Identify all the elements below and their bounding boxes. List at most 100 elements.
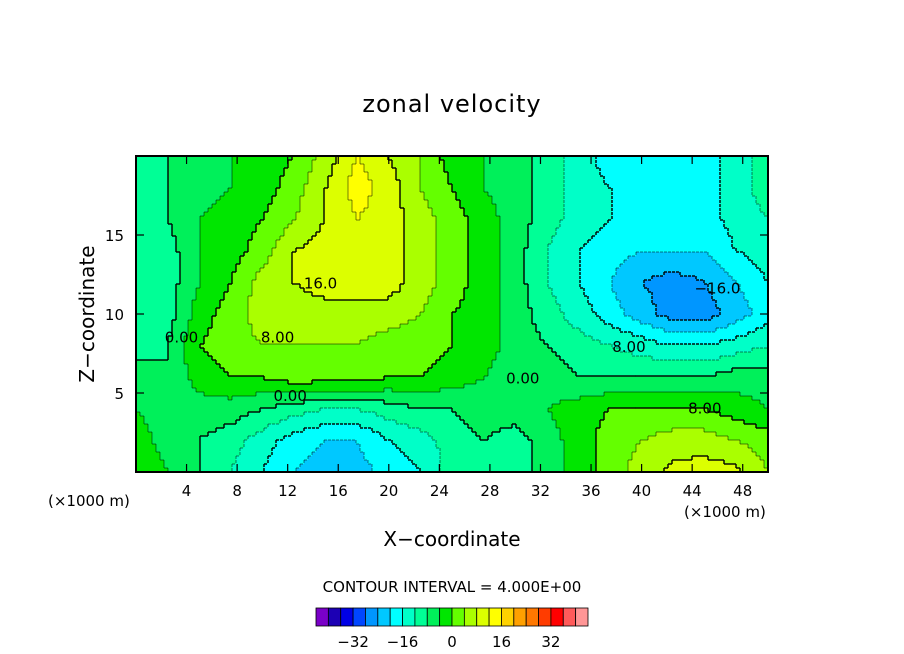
field-cell [676,236,681,241]
field-cell [248,260,253,265]
field-cell [188,276,193,281]
field-cell [336,276,341,281]
field-cell [224,272,229,277]
field-cell [368,216,373,221]
field-cell [312,228,317,233]
field-cell [144,276,149,281]
field-cell [756,236,761,241]
field-cell [544,236,549,241]
field-cell [340,168,345,173]
field-cell [344,184,349,189]
field-cell [424,244,429,249]
field-cell [544,200,549,205]
field-cell [508,220,513,225]
field-cell [300,276,305,281]
field-cell [308,168,313,173]
field-cell [220,204,225,209]
field-cell [640,188,645,193]
field-cell [392,268,397,273]
field-cell [204,168,209,173]
field-cell [440,160,445,165]
field-cell [280,208,285,213]
field-cell [344,196,349,201]
field-cell [144,208,149,213]
field-cell [240,156,245,161]
field-cell [552,236,557,241]
field-cell [572,172,577,177]
field-cell [380,216,385,221]
field-cell [516,272,521,277]
field-cell [176,268,181,273]
field-cell [640,200,645,205]
field-cell [364,160,369,165]
field-cell [600,252,605,257]
field-cell [196,156,201,161]
field-cell [572,240,577,245]
field-cell [172,252,177,257]
field-cell [476,160,481,165]
field-cell [184,192,189,197]
field-cell [664,184,669,189]
field-cell [240,272,245,277]
field-cell [580,224,585,229]
field-cell [540,192,545,197]
field-cell [396,240,401,245]
field-cell [312,164,317,169]
field-cell [648,248,653,253]
field-cell [744,260,749,265]
field-cell [704,188,709,193]
field-cell [664,168,669,173]
field-cell [484,200,489,205]
field-cell [252,220,257,225]
field-cell [140,208,145,213]
field-cell [504,240,509,245]
field-cell [696,176,701,181]
field-cell [144,212,149,217]
field-cell [492,176,497,181]
field-cell [356,236,361,241]
field-cell [392,172,397,177]
field-cell [652,212,657,217]
field-cell [336,208,341,213]
field-cell [204,160,209,165]
field-cell [500,168,505,173]
field-cell [728,160,733,165]
field-cell [360,212,365,217]
field-cell [212,180,217,185]
field-cell [164,212,169,217]
field-cell [576,232,581,237]
field-cell [644,248,649,253]
field-cell [456,220,461,225]
field-cell [720,192,725,197]
field-cell [444,156,449,161]
field-cell [212,188,217,193]
field-cell [164,164,169,169]
field-cell [492,164,497,169]
field-cell [312,172,317,177]
field-cell [308,268,313,273]
field-cell [352,252,357,257]
field-cell [220,280,225,285]
field-cell [488,220,493,225]
field-cell [752,160,757,165]
field-cell [712,232,717,237]
field-cell [288,172,293,177]
field-cell [136,224,141,229]
field-cell [344,240,349,245]
field-cell [440,252,445,257]
field-cell [272,272,277,277]
field-cell [412,196,417,201]
field-cell [444,232,449,237]
field-cell [200,236,205,241]
field-cell [340,228,345,233]
field-cell [540,164,545,169]
field-cell [168,236,173,241]
field-cell [560,236,565,241]
field-cell [460,260,465,265]
field-cell [408,168,413,173]
field-cell [160,200,165,205]
field-cell [292,192,297,197]
field-cell [220,276,225,281]
field-cell [544,172,549,177]
field-cell [484,164,489,169]
